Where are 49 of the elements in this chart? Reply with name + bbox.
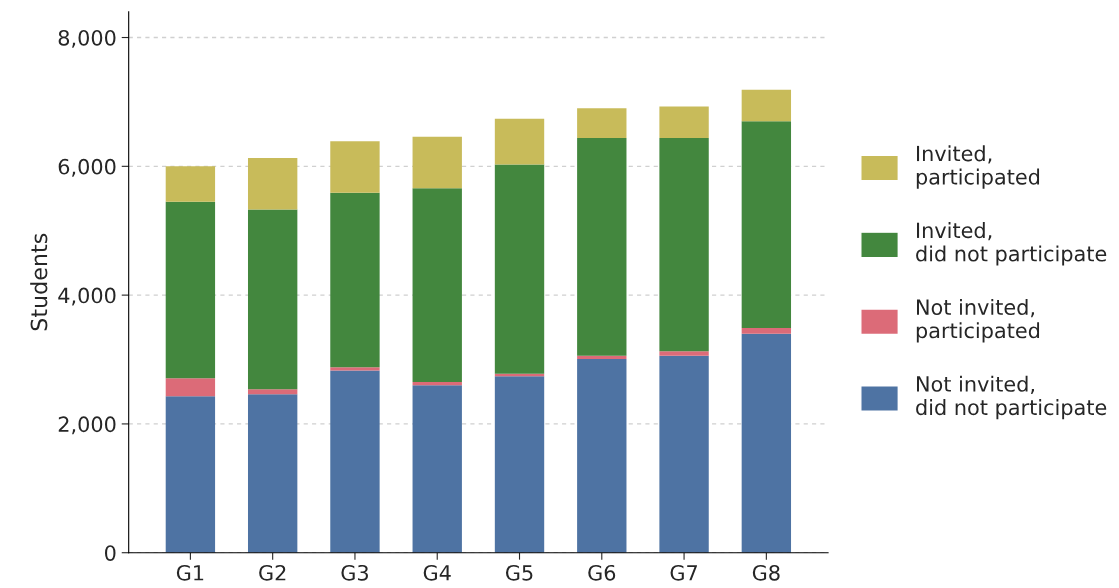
bar [247, 389, 298, 395]
bar [412, 188, 462, 383]
x-tick-label: G2 [259, 564, 286, 581]
bar [741, 121, 792, 328]
y-axis-title: Students [30, 233, 48, 331]
legend-label: Not invited, did not participate [916, 375, 1107, 420]
bar [577, 355, 627, 359]
bar [247, 157, 298, 210]
legend-label: Not invited, participated [916, 298, 1040, 343]
legend-label: Invited, did not participate [916, 222, 1107, 266]
bar [659, 351, 709, 356]
x-tick-label: G4 [423, 564, 451, 581]
y-tick-label: 6,000 [58, 158, 116, 177]
bar [577, 358, 627, 553]
bar [741, 333, 792, 553]
bar [330, 192, 380, 368]
bar [659, 137, 709, 352]
bar [330, 367, 380, 371]
bar [741, 89, 792, 122]
bar [741, 327, 792, 334]
bar [330, 141, 380, 193]
bar [165, 201, 216, 379]
bar [330, 370, 380, 553]
x-tick-label: G6 [588, 564, 616, 581]
bar [247, 394, 298, 553]
x-tick-label: G7 [670, 564, 697, 581]
bar [165, 378, 216, 397]
legend-label: Invited, participated [916, 145, 1040, 189]
y-tick-label: 8,000 [58, 29, 116, 48]
bar [494, 376, 545, 553]
y-tick-label: 0 [105, 545, 116, 561]
bar [659, 106, 709, 138]
bar [165, 166, 216, 202]
bar [165, 396, 216, 553]
x-tick-label: G5 [505, 564, 533, 581]
bar [247, 209, 298, 390]
bar [577, 108, 627, 138]
bar [494, 118, 545, 165]
y-tick-label: 4,000 [58, 287, 116, 306]
bar [494, 164, 545, 374]
bar [412, 385, 462, 553]
x-tick-label: G3 [341, 564, 368, 581]
bar [577, 137, 627, 356]
bar [659, 355, 709, 553]
bar [412, 136, 462, 189]
y-tick-label: 2,000 [58, 416, 116, 435]
x-tick-label: G8 [752, 564, 780, 581]
bar [412, 382, 462, 386]
x-tick-label: G1 [176, 564, 204, 581]
